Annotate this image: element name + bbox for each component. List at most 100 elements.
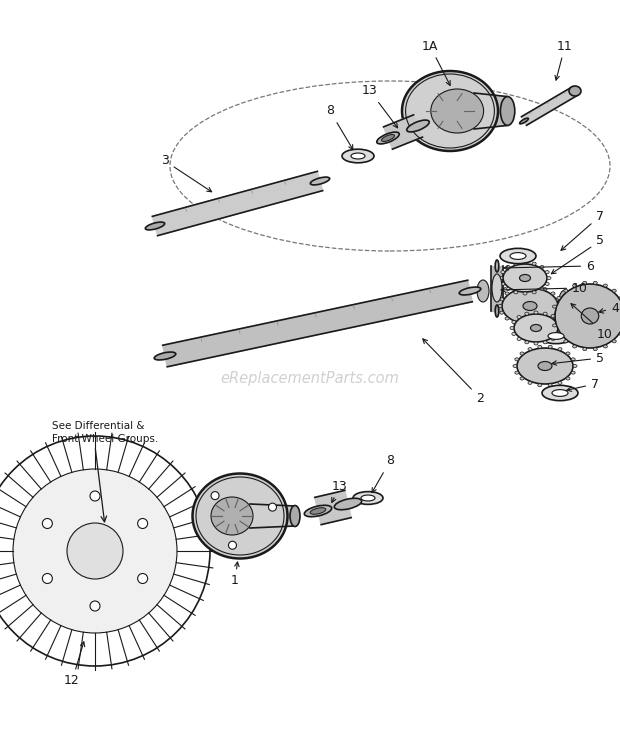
Ellipse shape bbox=[548, 384, 552, 387]
Ellipse shape bbox=[558, 381, 562, 384]
Ellipse shape bbox=[551, 317, 555, 320]
Ellipse shape bbox=[505, 292, 509, 295]
Ellipse shape bbox=[513, 287, 517, 290]
Ellipse shape bbox=[311, 177, 330, 185]
Text: 12: 12 bbox=[64, 642, 85, 687]
Ellipse shape bbox=[145, 222, 165, 230]
Ellipse shape bbox=[407, 120, 429, 132]
Ellipse shape bbox=[520, 352, 524, 355]
Ellipse shape bbox=[534, 311, 538, 314]
Ellipse shape bbox=[154, 352, 176, 360]
Ellipse shape bbox=[566, 352, 570, 355]
Ellipse shape bbox=[593, 281, 597, 284]
Ellipse shape bbox=[192, 473, 288, 559]
Ellipse shape bbox=[583, 348, 587, 351]
Ellipse shape bbox=[520, 118, 528, 124]
Ellipse shape bbox=[304, 505, 332, 517]
Ellipse shape bbox=[543, 341, 547, 344]
Ellipse shape bbox=[523, 302, 537, 311]
Ellipse shape bbox=[573, 284, 577, 287]
Text: 4: 4 bbox=[599, 302, 619, 314]
Ellipse shape bbox=[523, 261, 527, 264]
Ellipse shape bbox=[500, 249, 536, 264]
Ellipse shape bbox=[501, 283, 505, 286]
Polygon shape bbox=[162, 280, 472, 367]
Ellipse shape bbox=[514, 262, 518, 265]
Ellipse shape bbox=[506, 287, 510, 290]
Text: 7: 7 bbox=[567, 377, 599, 392]
Ellipse shape bbox=[551, 315, 555, 318]
Ellipse shape bbox=[512, 321, 516, 324]
Ellipse shape bbox=[538, 328, 574, 344]
Ellipse shape bbox=[501, 271, 505, 274]
Ellipse shape bbox=[571, 371, 575, 374]
Ellipse shape bbox=[551, 292, 555, 295]
Polygon shape bbox=[250, 504, 295, 528]
Ellipse shape bbox=[310, 508, 326, 514]
Ellipse shape bbox=[559, 290, 571, 312]
Text: 6: 6 bbox=[504, 259, 594, 272]
Ellipse shape bbox=[334, 498, 361, 510]
Ellipse shape bbox=[556, 298, 560, 301]
Ellipse shape bbox=[540, 265, 544, 268]
Polygon shape bbox=[384, 115, 422, 149]
Text: 5: 5 bbox=[551, 234, 604, 274]
Ellipse shape bbox=[543, 321, 547, 324]
Ellipse shape bbox=[543, 312, 547, 315]
Ellipse shape bbox=[290, 506, 300, 526]
Ellipse shape bbox=[500, 97, 515, 125]
Ellipse shape bbox=[534, 342, 538, 345]
Text: 2: 2 bbox=[423, 339, 484, 404]
Ellipse shape bbox=[571, 358, 575, 361]
Ellipse shape bbox=[513, 321, 517, 324]
Ellipse shape bbox=[477, 280, 489, 302]
Ellipse shape bbox=[510, 253, 526, 259]
Ellipse shape bbox=[502, 288, 558, 324]
Ellipse shape bbox=[548, 333, 564, 339]
Ellipse shape bbox=[342, 149, 374, 163]
Ellipse shape bbox=[603, 345, 608, 348]
Ellipse shape bbox=[503, 264, 547, 292]
Ellipse shape bbox=[211, 497, 253, 535]
Ellipse shape bbox=[552, 389, 568, 396]
Circle shape bbox=[90, 491, 100, 501]
Ellipse shape bbox=[612, 290, 616, 292]
Ellipse shape bbox=[532, 262, 536, 265]
Ellipse shape bbox=[499, 277, 503, 280]
Ellipse shape bbox=[619, 296, 620, 299]
Ellipse shape bbox=[500, 311, 504, 314]
Ellipse shape bbox=[515, 358, 519, 361]
Ellipse shape bbox=[514, 291, 518, 294]
Ellipse shape bbox=[528, 381, 532, 384]
Ellipse shape bbox=[552, 305, 557, 308]
Text: 11: 11 bbox=[555, 39, 573, 80]
Polygon shape bbox=[491, 266, 503, 311]
Polygon shape bbox=[474, 93, 508, 129]
Text: 1: 1 bbox=[231, 562, 239, 587]
Ellipse shape bbox=[545, 271, 549, 274]
Ellipse shape bbox=[556, 333, 560, 336]
Text: 1A: 1A bbox=[422, 39, 450, 85]
Ellipse shape bbox=[531, 324, 541, 331]
Ellipse shape bbox=[570, 88, 579, 94]
Ellipse shape bbox=[459, 287, 481, 295]
Ellipse shape bbox=[381, 135, 394, 141]
Ellipse shape bbox=[515, 371, 519, 374]
Ellipse shape bbox=[523, 324, 527, 327]
Circle shape bbox=[138, 574, 148, 584]
Text: 8: 8 bbox=[372, 454, 394, 492]
Circle shape bbox=[42, 519, 52, 528]
Ellipse shape bbox=[523, 292, 527, 295]
Ellipse shape bbox=[512, 333, 516, 336]
Ellipse shape bbox=[558, 305, 562, 308]
Polygon shape bbox=[521, 87, 578, 125]
Ellipse shape bbox=[556, 311, 560, 314]
Ellipse shape bbox=[505, 317, 509, 320]
Ellipse shape bbox=[551, 314, 555, 318]
Ellipse shape bbox=[557, 333, 561, 336]
Ellipse shape bbox=[525, 341, 529, 344]
Ellipse shape bbox=[525, 312, 529, 315]
Ellipse shape bbox=[377, 132, 399, 144]
Ellipse shape bbox=[583, 281, 587, 284]
Ellipse shape bbox=[552, 324, 557, 327]
